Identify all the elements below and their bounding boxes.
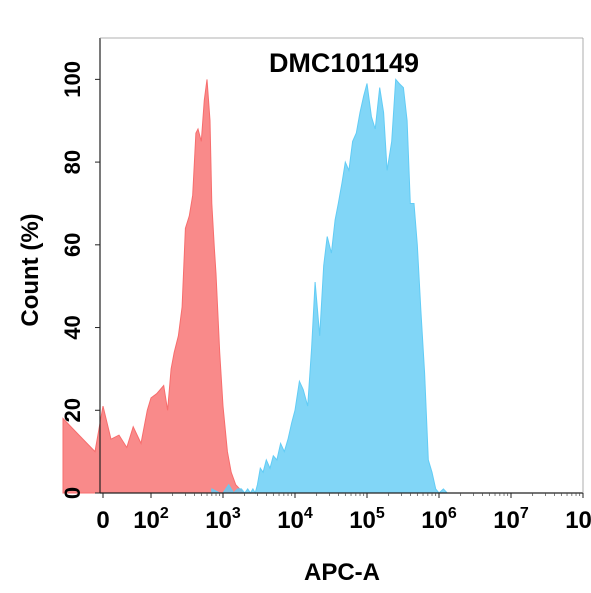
y-tick-label: 60: [60, 233, 85, 257]
x-tick-label: 108: [565, 505, 591, 534]
histogram-series-1: [62, 79, 247, 494]
y-tick-label: 100: [60, 61, 85, 98]
series-layer: [62, 78, 465, 495]
y-tick-label: 80: [60, 150, 85, 174]
x-axis-label: APC-A: [304, 559, 380, 586]
histogram-series-2: [211, 78, 465, 495]
y-tick-label: 40: [60, 315, 85, 339]
x-tick-label: 0: [96, 507, 109, 534]
x-tick-label: 104: [277, 505, 313, 534]
chart-title: DMC101149: [269, 48, 419, 78]
y-tick-label: 20: [60, 398, 85, 422]
y-axis-label: Count (%): [17, 213, 44, 326]
x-tick-label: 105: [349, 505, 385, 534]
y-tick-label: 0: [60, 487, 85, 499]
x-tick-label: 102: [133, 505, 169, 534]
x-tick-label: 106: [421, 505, 457, 534]
x-tick-label: 107: [493, 505, 529, 534]
x-tick-label: 103: [205, 505, 241, 534]
